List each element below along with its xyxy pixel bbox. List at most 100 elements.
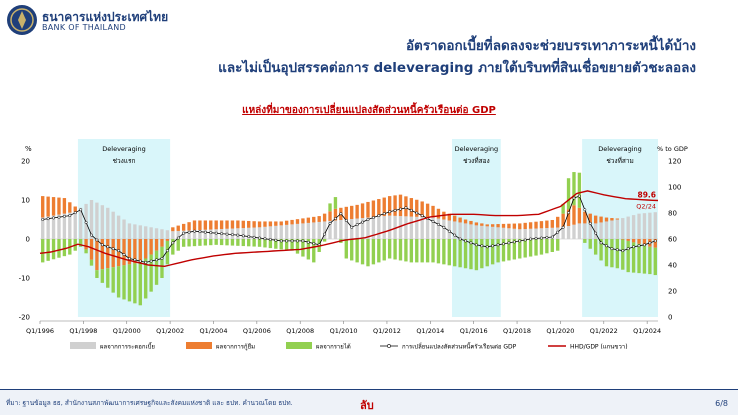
borrowing-bar (68, 202, 72, 213)
change-point (203, 230, 207, 234)
interest-bar (89, 200, 94, 239)
change-point (436, 222, 440, 226)
income-bar (344, 239, 348, 259)
change-point (268, 238, 272, 241)
change-point (539, 236, 543, 240)
income-bar (225, 239, 229, 246)
income-bar (458, 239, 462, 268)
borrowing-bar (144, 239, 148, 259)
hhd-last-value: 89.6 (637, 191, 656, 200)
income-bar (247, 239, 251, 247)
income-bar (328, 203, 332, 212)
borrowing-bar (230, 220, 235, 229)
change-point (46, 217, 50, 221)
classification-label: ลับ (360, 399, 374, 412)
change-point (480, 244, 484, 248)
borrowing-bar (100, 239, 105, 270)
income-bar (387, 239, 392, 259)
change-point (290, 239, 294, 243)
right-axis-tick: 80 (668, 210, 677, 218)
legend-income-swatch (286, 342, 312, 349)
interest-bar (631, 215, 636, 239)
bank-name-thai: ธนาคารแห่งประเทศไทย (42, 10, 169, 24)
change-point (355, 223, 359, 227)
x-axis-tick: Q1/1996 (26, 327, 54, 335)
interest-bar (57, 214, 61, 239)
income-bar (393, 239, 397, 260)
interest-bar (393, 215, 397, 239)
income-bar (95, 270, 99, 278)
borrowing-bar (263, 221, 267, 227)
legend-interest-label: ผลจากการระดอกเบี้ย (100, 341, 155, 351)
interest-bar (382, 216, 386, 239)
income-bar (637, 243, 641, 274)
change-point (485, 245, 489, 249)
period-sublabel-2: ช่วงที่สอง (463, 156, 490, 165)
borrowing-bar (371, 200, 376, 218)
borrowing-bar (642, 239, 647, 246)
borrowing-bar (653, 239, 657, 248)
change-point (160, 257, 164, 260)
income-bar (409, 239, 414, 263)
interest-bar (165, 230, 170, 239)
borrowing-bar (404, 196, 408, 217)
change-point (388, 210, 392, 214)
income-bar (572, 172, 576, 206)
income-bar (89, 259, 94, 266)
income-bar (284, 239, 289, 251)
borrowing-bar (84, 239, 88, 250)
change-point (73, 211, 77, 215)
change-point (442, 225, 446, 229)
interest-bar (637, 213, 641, 239)
borrowing-bar (268, 221, 273, 227)
interest-bar (46, 216, 50, 239)
change-point (599, 241, 603, 245)
borrowing-bar (73, 206, 77, 212)
income-bar (241, 239, 245, 247)
interest-bar (480, 225, 484, 239)
income-bar (127, 264, 132, 302)
change-point (176, 236, 180, 240)
footer-bar (0, 389, 738, 415)
change-point (642, 243, 646, 247)
interest-bar (116, 215, 121, 239)
interest-bar (387, 215, 392, 239)
interest-bar (78, 207, 83, 239)
interest-bar (398, 216, 403, 239)
borrowing-bar (133, 239, 137, 264)
borrowing-bar (241, 220, 245, 229)
x-axis-tick: Q1/2016 (460, 327, 488, 335)
income-bar (116, 266, 121, 298)
change-point (220, 232, 224, 236)
borrowing-bar (398, 194, 403, 217)
change-point (512, 240, 516, 244)
interest-bar (209, 229, 213, 239)
x-axis-tick: Q1/2020 (546, 327, 574, 335)
borrowing-bar (566, 209, 571, 226)
interest-bar (409, 216, 414, 239)
income-bar (599, 239, 603, 261)
borrowing-bar (387, 196, 392, 216)
borrowing-bar (550, 219, 554, 228)
income-bar (425, 239, 430, 263)
right-axis-tick: 20 (668, 288, 677, 296)
slide-title-line2: และไม่เป็นอุปสรรคต่อการ deleveraging ภาย… (218, 60, 696, 76)
borrowing-bar (420, 201, 424, 218)
change-point (556, 230, 560, 234)
interest-bar (154, 228, 159, 239)
interest-bar (474, 225, 479, 239)
borrowing-bar (279, 221, 283, 226)
chart-title: แหล่งที่มาของการเปลี่ยนแปลงสัดส่วนหนี้คร… (242, 105, 496, 116)
shaded-period-3 (582, 139, 658, 317)
interest-bar (138, 225, 142, 239)
borrowing-bar (198, 220, 202, 230)
change-point (247, 235, 251, 239)
borrowing-bar (192, 220, 197, 231)
change-point (127, 257, 131, 260)
period-sublabel-1: ช่วงแรก (113, 157, 136, 165)
right-axis-tick: 0 (668, 314, 672, 322)
income-bar (577, 172, 582, 208)
interest-bar (626, 216, 630, 239)
change-point (182, 231, 186, 235)
borrowing-bar (122, 239, 126, 266)
